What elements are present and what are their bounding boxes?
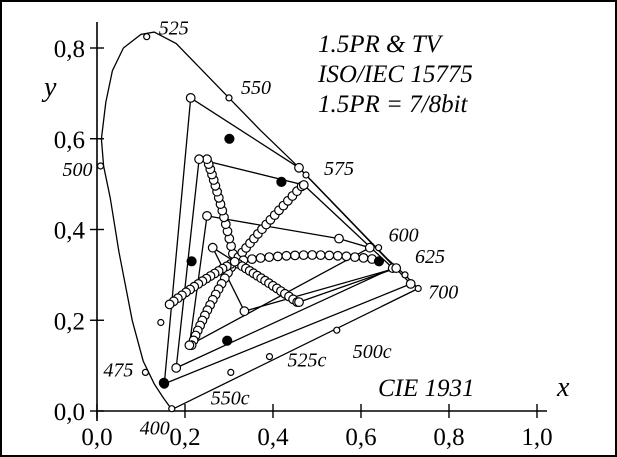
wavelength-label: 525 <box>159 18 189 40</box>
purple-line-marker <box>265 353 274 361</box>
spoke-point <box>307 250 318 260</box>
spoke-point <box>341 251 352 262</box>
spoke-point <box>247 254 257 265</box>
gamut-vertex-point <box>294 297 304 308</box>
corner-label: CIE 1931 <box>378 375 475 402</box>
title-line-3: 1.5PR = 7/8bit <box>318 91 469 118</box>
markers <box>96 33 422 413</box>
wavelength-marker <box>401 271 409 279</box>
spoke-point <box>315 250 326 261</box>
wavelength-label: 500 <box>63 159 93 181</box>
wavelength-label: 625 <box>415 246 445 268</box>
wavelength-marker <box>414 284 422 293</box>
wavelength-marker <box>143 33 151 41</box>
wavelength-marker <box>141 368 149 376</box>
gamut-vertex-point <box>391 263 402 274</box>
wavelength-label: 550 <box>241 77 271 99</box>
spoke-point <box>298 250 309 261</box>
gamut-vertex-point <box>405 279 416 289</box>
spoke-point <box>324 250 335 261</box>
spoke-point <box>255 253 266 263</box>
gamut-vertex-point <box>194 154 205 165</box>
white-point <box>229 256 240 267</box>
wavelength-marker <box>375 244 383 252</box>
gamut-vertex-point <box>184 340 195 351</box>
purple-line-label: 550c <box>211 387 250 409</box>
y-axis-label: y <box>41 72 57 103</box>
wavelength-marker <box>302 171 310 179</box>
spoke-point <box>272 251 283 262</box>
title-line-1: 1.5PR & TV <box>318 31 444 58</box>
wavelength-label: 400 <box>140 418 170 440</box>
spoke-point <box>332 250 343 261</box>
wavelength-label: 700 <box>428 282 458 304</box>
spoke-point <box>290 250 300 261</box>
gamut-vertex-point <box>207 242 218 253</box>
spoke-point <box>281 250 292 261</box>
x-axis-label: x <box>556 372 570 403</box>
primary-point <box>158 377 169 388</box>
wavelength-marker <box>157 318 165 327</box>
gamut-vertex-point <box>364 242 375 253</box>
x-tick-label: 0,6 <box>345 424 376 451</box>
y-tick-label: 0,6 <box>54 127 85 154</box>
wavelength-marker <box>168 405 176 413</box>
y-tick-label: 0,4 <box>54 218 86 245</box>
wavelength-label: 575 <box>324 158 354 180</box>
wavelength-label: 600 <box>389 225 419 247</box>
gamut-vertex-point <box>294 162 304 173</box>
y-tick-label: 0,2 <box>54 308 85 335</box>
wavelength-marker <box>96 162 105 170</box>
wavelength-marker <box>225 94 233 102</box>
spoke-point <box>264 252 275 263</box>
gamut-vertex-point <box>298 180 309 190</box>
gamut-vertex-point <box>185 92 196 103</box>
primary-point <box>276 176 287 187</box>
gamut-vertex-point <box>202 210 212 221</box>
y-tick-label: 0,0 <box>54 399 85 426</box>
gamut-vertex-point <box>334 233 344 244</box>
y-tick-label: 0,8 <box>54 36 85 63</box>
primary-point <box>186 256 197 267</box>
x-tick-label: 0,0 <box>81 424 112 451</box>
text-labels: 1.5PR & TV ISO/IEC 15775 1.5PR = 7/8bit … <box>41 18 570 440</box>
purple-line-marker <box>333 326 341 334</box>
spoke-point <box>350 252 360 263</box>
x-tick-label: 0,8 <box>433 424 464 451</box>
purple-line-label: 500c <box>353 341 392 363</box>
gamut-vertex-point <box>239 306 250 317</box>
spoke-point <box>358 252 369 263</box>
x-tick-label: 0,4 <box>257 424 289 451</box>
purple-line-label: 525c <box>288 350 327 372</box>
primary-point <box>373 256 385 267</box>
gamut-vertex-point <box>171 363 182 373</box>
x-tick-label: 1,0 <box>521 424 552 451</box>
x-tick-label: 0,2 <box>169 424 200 451</box>
spoke-point <box>164 299 175 310</box>
wavelength-label: 475 <box>103 359 133 381</box>
axes: 0,0 0,2 0,4 0,6 0,8 1,0 0,0 0,2 0,4 0,6 0,8 <box>54 22 553 451</box>
title-line-2: ISO/IEC 15775 <box>317 61 473 88</box>
primary-point <box>222 335 233 346</box>
purple-line-marker <box>227 368 235 376</box>
primary-point <box>224 133 235 144</box>
